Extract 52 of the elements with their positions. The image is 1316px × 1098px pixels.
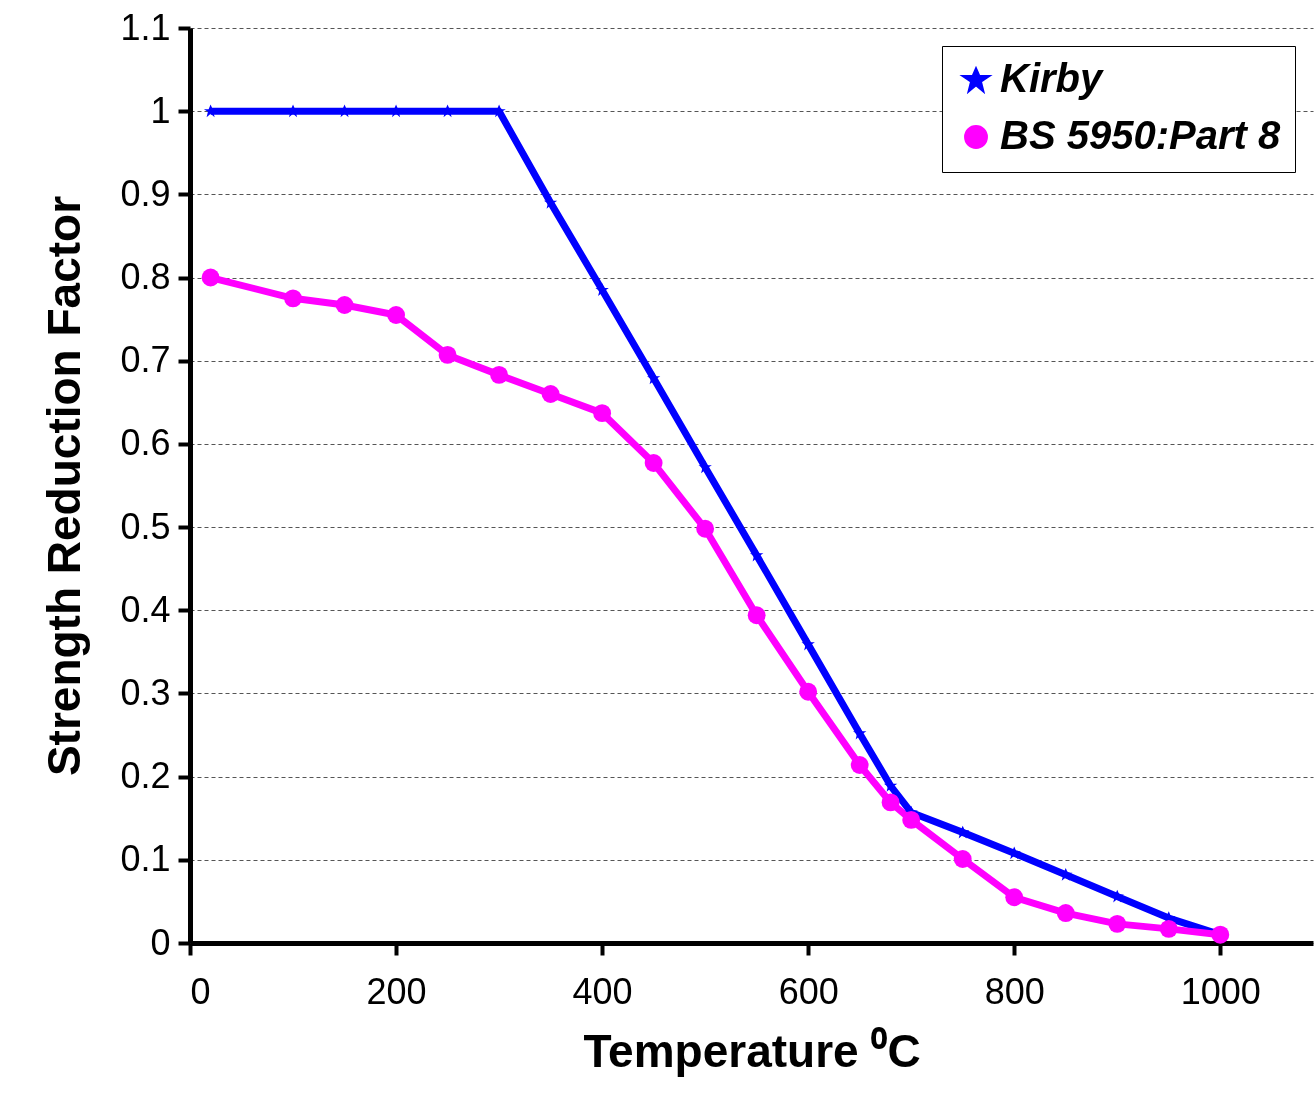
point (696, 519, 715, 538)
y-tick-label: 0.5 (120, 505, 171, 547)
legend-label: Kirby (1000, 56, 1104, 100)
point (799, 682, 818, 701)
x-tick-label: 0 (190, 970, 211, 1012)
point (852, 726, 867, 740)
x-tick-label: 1000 (1180, 970, 1261, 1012)
point (747, 606, 766, 625)
point (749, 548, 764, 562)
point (387, 306, 405, 324)
y-tick-label: 1 (150, 89, 171, 131)
y-tick-label: 1.1 (120, 6, 171, 48)
point (490, 365, 509, 384)
point (953, 850, 972, 868)
point (1059, 868, 1073, 881)
point (883, 779, 898, 792)
y-tick-label: 0.1 (120, 838, 171, 880)
y-tick-label: 0.3 (120, 671, 171, 713)
x-tick-label: 200 (366, 970, 427, 1012)
x-tick-label: 600 (778, 970, 839, 1012)
y-tick-label: 0.4 (120, 588, 171, 630)
y-tick-label: 0.9 (120, 172, 171, 214)
x-axis-title: Temperature ⁰C (583, 1024, 921, 1077)
point (1108, 914, 1127, 933)
point (902, 810, 921, 829)
point (881, 793, 900, 812)
point (595, 283, 609, 297)
y-tick-label: 0 (150, 921, 171, 963)
y-axis-title: Strength Reduction Factor (38, 195, 91, 777)
y-tick-label: 0.8 (120, 256, 171, 298)
point (593, 404, 612, 423)
point (1056, 904, 1075, 922)
point (644, 454, 663, 472)
point (1005, 888, 1024, 907)
point (850, 756, 869, 774)
point (438, 345, 457, 364)
point (335, 296, 354, 314)
y-tick-label: 0.6 (120, 422, 171, 464)
point (201, 268, 220, 287)
x-tick-label: 800 (984, 970, 1045, 1012)
point (956, 825, 970, 839)
legend-label: BS 5950:Part 8 (1000, 113, 1281, 157)
x-tick-label: 400 (572, 970, 633, 1012)
point (541, 385, 560, 403)
y-tick-label: 0.7 (120, 339, 171, 381)
point (543, 195, 558, 209)
point (801, 637, 815, 651)
point (698, 460, 712, 474)
y-tick-label: 0.2 (120, 755, 171, 797)
point (284, 289, 302, 308)
point (1159, 919, 1178, 938)
point (646, 371, 661, 385)
